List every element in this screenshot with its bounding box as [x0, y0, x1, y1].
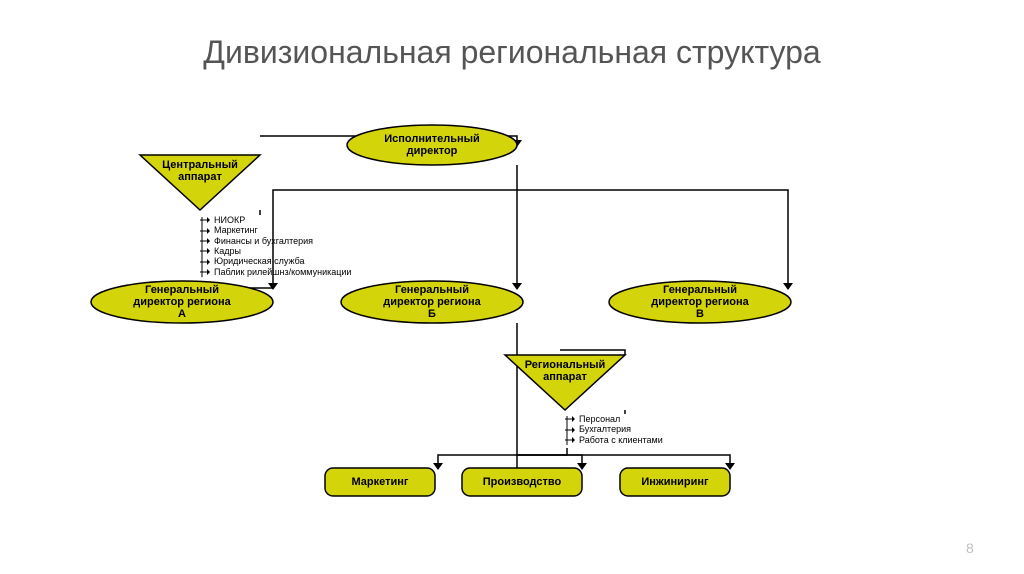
list-item: Персонал	[565, 414, 663, 424]
list-item-text: Юридическая служба	[214, 256, 305, 266]
node-dirB-label: Генеральныйдиректор регионаБ	[341, 284, 523, 320]
node-production-label: Производство	[462, 476, 582, 488]
list-item-text: Кадры	[214, 246, 241, 256]
node-exec-label: Исполнительныйдиректор	[347, 133, 517, 157]
slide-stage: Дивизиональная региональная структура 8 …	[0, 0, 1024, 574]
list-item: Бухгалтерия	[565, 424, 663, 434]
node-dirA-label: Генеральныйдиректор регионаА	[91, 284, 273, 320]
list-item: Юридическая служба	[200, 256, 351, 266]
node-regional-label: Региональныйаппарат	[505, 359, 625, 383]
list-item: Работа с клиентами	[565, 435, 663, 445]
node-central-label: Центральныйаппарат	[140, 159, 260, 183]
list-item-text: НИОКР	[214, 215, 245, 225]
node-marketing-label: Маркетинг	[325, 476, 435, 488]
list-item-text: Работа с клиентами	[579, 435, 663, 445]
node-engineering-label: Инжиниринг	[620, 476, 730, 488]
list-item-text: Персонал	[579, 414, 620, 424]
list-item: НИОКР	[200, 215, 351, 225]
list-central_list: НИОКРМаркетингФинансы и бухгалтерияКадры…	[200, 215, 351, 277]
list-item: Кадры	[200, 246, 351, 256]
list-item-text: Финансы и бухгалтерия	[214, 236, 313, 246]
list-item-text: Маркетинг	[214, 225, 258, 235]
list-item: Финансы и бухгалтерия	[200, 236, 351, 246]
list-item: Паблик рилейшнз/коммуникации	[200, 267, 351, 277]
list-item-text: Бухгалтерия	[579, 424, 631, 434]
list-item-text: Паблик рилейшнз/коммуникации	[214, 267, 351, 277]
node-dirC-label: Генеральныйдиректор регионаВ	[609, 284, 791, 320]
list-item: Маркетинг	[200, 225, 351, 235]
list-regional_list: ПерсоналБухгалтерияРабота с клиентами	[565, 414, 663, 445]
